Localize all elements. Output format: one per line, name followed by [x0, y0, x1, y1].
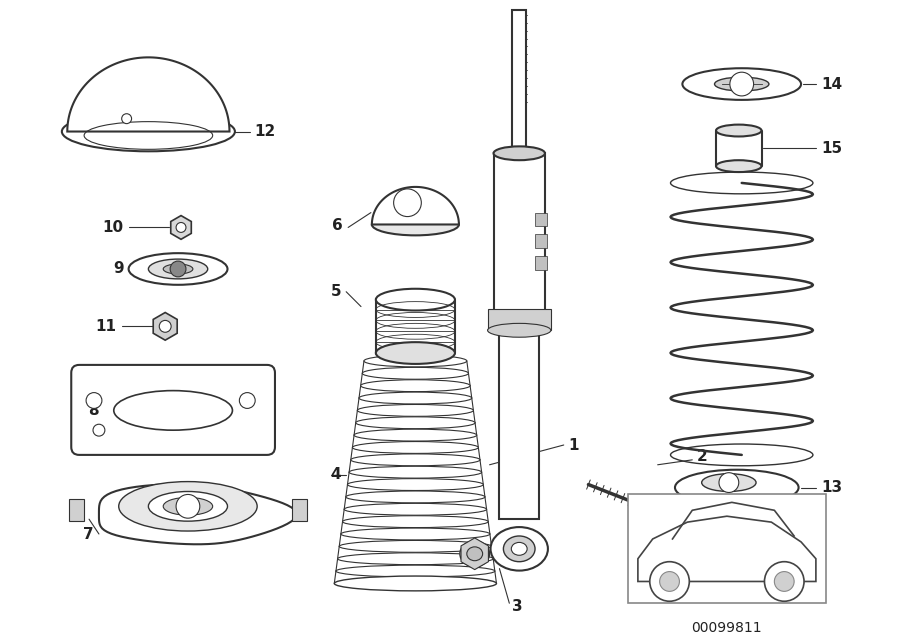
- Bar: [292, 499, 307, 521]
- Text: 00099811: 00099811: [691, 621, 762, 635]
- Ellipse shape: [344, 503, 487, 515]
- Polygon shape: [704, 520, 732, 550]
- Text: 3: 3: [512, 599, 523, 613]
- Ellipse shape: [338, 553, 493, 564]
- Ellipse shape: [341, 528, 490, 540]
- Ellipse shape: [353, 441, 478, 454]
- FancyBboxPatch shape: [71, 365, 275, 455]
- Ellipse shape: [716, 125, 761, 136]
- Polygon shape: [638, 516, 816, 582]
- Circle shape: [774, 571, 794, 591]
- Circle shape: [730, 72, 753, 96]
- Bar: [535, 256, 547, 270]
- Ellipse shape: [334, 576, 497, 591]
- Ellipse shape: [376, 342, 454, 364]
- Text: 8: 8: [88, 403, 99, 418]
- Ellipse shape: [682, 68, 801, 100]
- Ellipse shape: [349, 466, 482, 478]
- Ellipse shape: [491, 527, 548, 571]
- Polygon shape: [461, 538, 489, 569]
- Circle shape: [239, 392, 256, 408]
- Ellipse shape: [163, 497, 212, 515]
- Circle shape: [93, 424, 105, 436]
- Circle shape: [764, 562, 804, 601]
- Text: 7: 7: [84, 527, 94, 541]
- Ellipse shape: [702, 474, 756, 492]
- Bar: [512, 10, 526, 154]
- Ellipse shape: [119, 482, 257, 531]
- Text: 11: 11: [95, 319, 117, 334]
- Bar: [488, 308, 551, 331]
- Polygon shape: [171, 215, 192, 240]
- Ellipse shape: [357, 404, 473, 417]
- Ellipse shape: [460, 541, 490, 567]
- Text: 6: 6: [332, 218, 343, 233]
- Ellipse shape: [339, 540, 491, 552]
- Polygon shape: [68, 57, 230, 131]
- Ellipse shape: [336, 565, 495, 577]
- Ellipse shape: [62, 111, 235, 152]
- Polygon shape: [153, 313, 177, 340]
- Ellipse shape: [356, 417, 475, 429]
- Ellipse shape: [675, 469, 798, 505]
- Text: 5: 5: [330, 284, 341, 299]
- Ellipse shape: [346, 491, 485, 503]
- Ellipse shape: [354, 429, 477, 441]
- Bar: [535, 234, 547, 248]
- Text: 10: 10: [103, 220, 123, 235]
- Ellipse shape: [351, 454, 480, 466]
- Circle shape: [650, 562, 689, 601]
- Ellipse shape: [359, 392, 472, 404]
- Ellipse shape: [129, 253, 228, 285]
- Polygon shape: [372, 187, 459, 224]
- Ellipse shape: [493, 147, 544, 160]
- Circle shape: [176, 494, 200, 518]
- Text: 9: 9: [113, 261, 123, 276]
- Bar: [500, 331, 539, 519]
- Ellipse shape: [716, 160, 761, 172]
- Text: 15: 15: [821, 141, 842, 156]
- Ellipse shape: [347, 478, 483, 490]
- Ellipse shape: [361, 380, 470, 392]
- Bar: [69, 499, 84, 521]
- Circle shape: [660, 571, 680, 591]
- Ellipse shape: [372, 213, 459, 235]
- Circle shape: [86, 392, 102, 408]
- Circle shape: [122, 114, 131, 124]
- Circle shape: [176, 222, 186, 233]
- Text: 2: 2: [698, 449, 708, 464]
- Bar: [535, 213, 547, 227]
- Text: 4: 4: [330, 467, 341, 482]
- Text: 12: 12: [254, 124, 275, 139]
- Ellipse shape: [503, 536, 535, 562]
- Circle shape: [719, 473, 739, 492]
- Bar: [628, 494, 826, 603]
- Ellipse shape: [364, 355, 467, 367]
- Ellipse shape: [376, 289, 454, 310]
- Ellipse shape: [343, 516, 488, 527]
- Ellipse shape: [363, 368, 469, 379]
- Text: 1: 1: [569, 438, 580, 452]
- Polygon shape: [99, 484, 297, 544]
- Ellipse shape: [148, 492, 228, 521]
- Ellipse shape: [511, 543, 527, 555]
- Circle shape: [159, 320, 171, 333]
- Text: 14: 14: [821, 76, 842, 92]
- Ellipse shape: [163, 264, 193, 274]
- Ellipse shape: [113, 390, 232, 430]
- Ellipse shape: [715, 77, 769, 91]
- Text: 13: 13: [821, 480, 842, 495]
- Bar: [493, 154, 544, 326]
- Circle shape: [170, 261, 186, 277]
- Ellipse shape: [488, 324, 551, 337]
- Ellipse shape: [148, 259, 208, 279]
- Ellipse shape: [467, 547, 482, 561]
